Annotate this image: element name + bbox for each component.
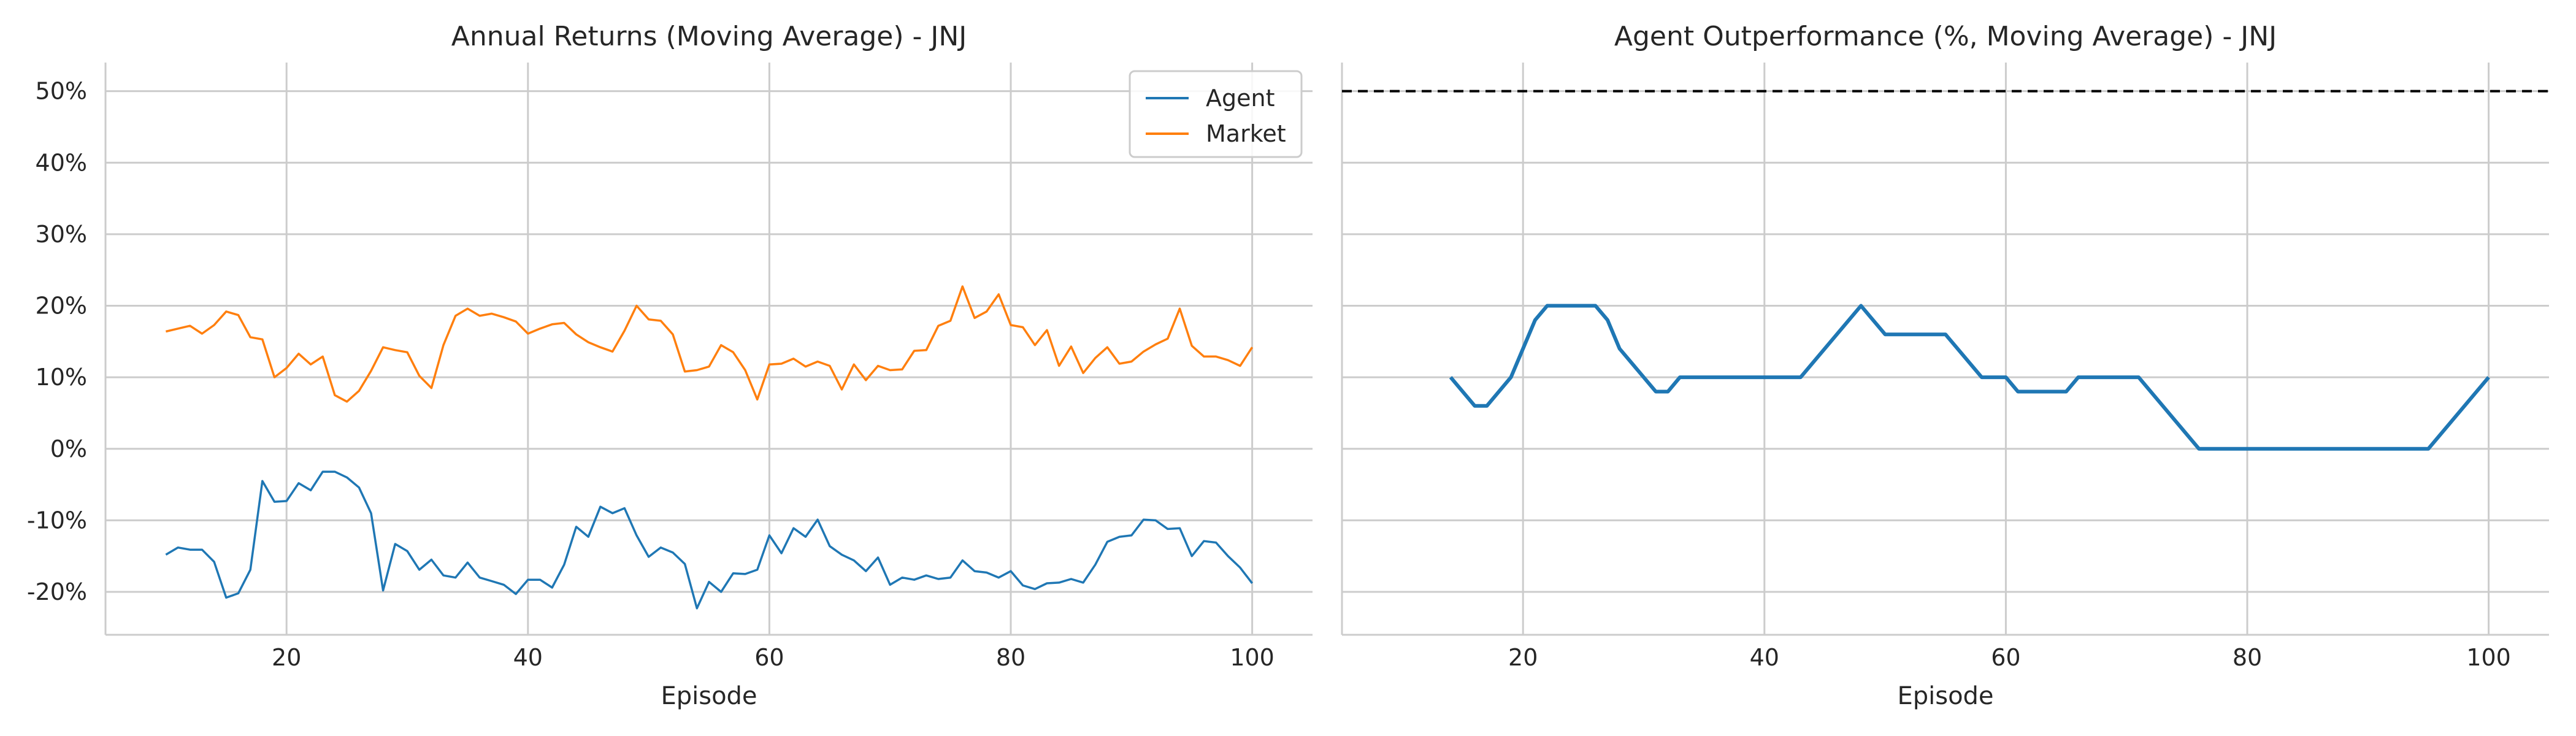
- legend: Agent Market: [1129, 70, 1303, 158]
- y-tick-label: 30%: [36, 221, 87, 248]
- y-tick-label: 40%: [36, 149, 87, 176]
- y-tick-label: 50%: [36, 78, 87, 105]
- agent-series-line: [165, 470, 1253, 610]
- outperformance-series-line: [1449, 304, 2490, 451]
- x-tick-label: 40: [1750, 644, 1779, 671]
- x-tick-label: 60: [754, 644, 784, 671]
- x-axis-label: Episode: [1897, 682, 1993, 710]
- x-tick-label: 80: [996, 644, 1025, 671]
- x-tick-label: 100: [2466, 644, 2511, 671]
- legend-label: Agent: [1206, 85, 1275, 112]
- y-tick-label: 0%: [50, 435, 87, 462]
- returns-chart: 20 40 60 80 100 -20% -10% 0% 10% 20% 30% 40% 50% Annu…: [27, 21, 1313, 710]
- x-tick-label: 100: [1230, 644, 1275, 671]
- y-tick-label: -20%: [27, 578, 87, 605]
- legend-box: [1129, 70, 1303, 158]
- chart-title: Agent Outperformance (%, Moving Average)…: [1614, 21, 2277, 52]
- y-tick-label: -10%: [27, 507, 87, 534]
- y-tick-label: 10%: [36, 364, 87, 391]
- outperformance-chart: 20 40 60 80 100 Agent Outperformance (%, Movi…: [1341, 21, 2549, 710]
- x-tick-label: 20: [272, 644, 301, 671]
- x-tick-label: 40: [513, 644, 543, 671]
- y-tick-label: 20%: [36, 293, 87, 320]
- legend-label: Market: [1206, 120, 1286, 147]
- x-axis-label: Episode: [661, 682, 757, 710]
- x-tick-label: 60: [1991, 644, 2020, 671]
- market-series-line: [165, 285, 1254, 403]
- x-tick-label: 80: [2233, 644, 2262, 671]
- chart-title: Annual Returns (Moving Average) - JNJ: [451, 21, 967, 52]
- x-tick-label: 20: [1508, 644, 1538, 671]
